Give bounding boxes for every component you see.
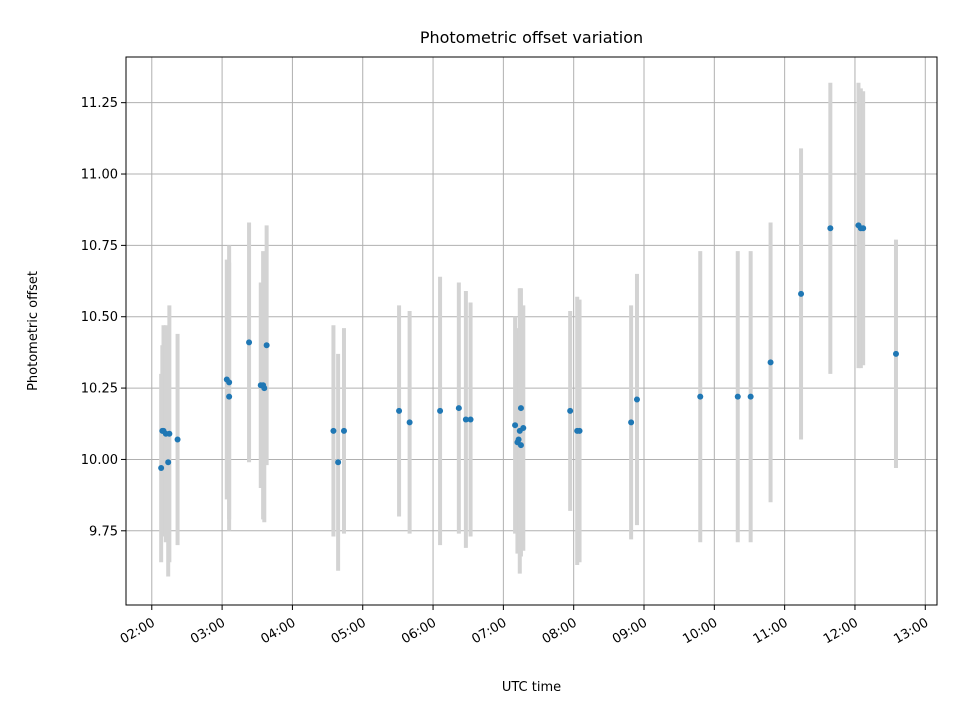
data-point xyxy=(860,225,867,232)
data-point xyxy=(517,442,524,449)
data-point xyxy=(462,416,469,423)
data-point xyxy=(226,393,233,400)
y-axis: 9.75 10.00 10.25 10.50 10.75 11.00 11.25 xyxy=(81,96,126,539)
y-tick-label: 10.50 xyxy=(81,310,118,325)
data-point xyxy=(517,405,524,412)
y-axis-label: Photometric offset xyxy=(26,271,41,391)
data-point xyxy=(567,407,574,414)
y-tick-label: 10.00 xyxy=(81,453,118,468)
y-tick-label: 9.75 xyxy=(89,524,118,539)
data-point xyxy=(158,465,165,471)
data-point xyxy=(633,396,640,403)
plot-frame xyxy=(125,56,938,606)
data-point xyxy=(261,385,268,392)
data-point xyxy=(340,427,347,434)
data-point xyxy=(628,419,635,426)
data-point xyxy=(467,416,474,423)
data-point xyxy=(437,407,444,414)
data-point xyxy=(520,425,527,432)
data-point xyxy=(166,430,173,437)
data-point xyxy=(734,393,741,400)
data-points xyxy=(158,222,899,471)
data-point xyxy=(747,393,754,400)
data-point xyxy=(226,379,233,386)
data-point xyxy=(697,393,704,400)
data-point xyxy=(330,427,337,434)
data-point xyxy=(263,342,270,349)
y-tick-label: 10.75 xyxy=(81,239,118,254)
data-point xyxy=(515,436,522,443)
data-point xyxy=(798,290,805,297)
data-point xyxy=(512,422,519,429)
data-point xyxy=(576,427,583,434)
data-point xyxy=(406,419,413,426)
data-point xyxy=(246,339,253,346)
grid xyxy=(126,57,937,605)
y-tick-label: 10.25 xyxy=(81,382,118,397)
data-point xyxy=(396,407,403,414)
x-axis-label: UTC time xyxy=(502,680,561,695)
data-point xyxy=(165,459,172,466)
data-point xyxy=(335,459,342,466)
data-point xyxy=(455,405,462,412)
data-point xyxy=(892,350,899,357)
data-point xyxy=(174,436,181,443)
data-point xyxy=(827,225,834,232)
y-tick-label: 11.00 xyxy=(81,168,118,183)
chart-title: Photometric offset variation xyxy=(420,28,643,47)
data-point xyxy=(767,359,774,366)
y-tick-label: 11.25 xyxy=(81,96,118,111)
